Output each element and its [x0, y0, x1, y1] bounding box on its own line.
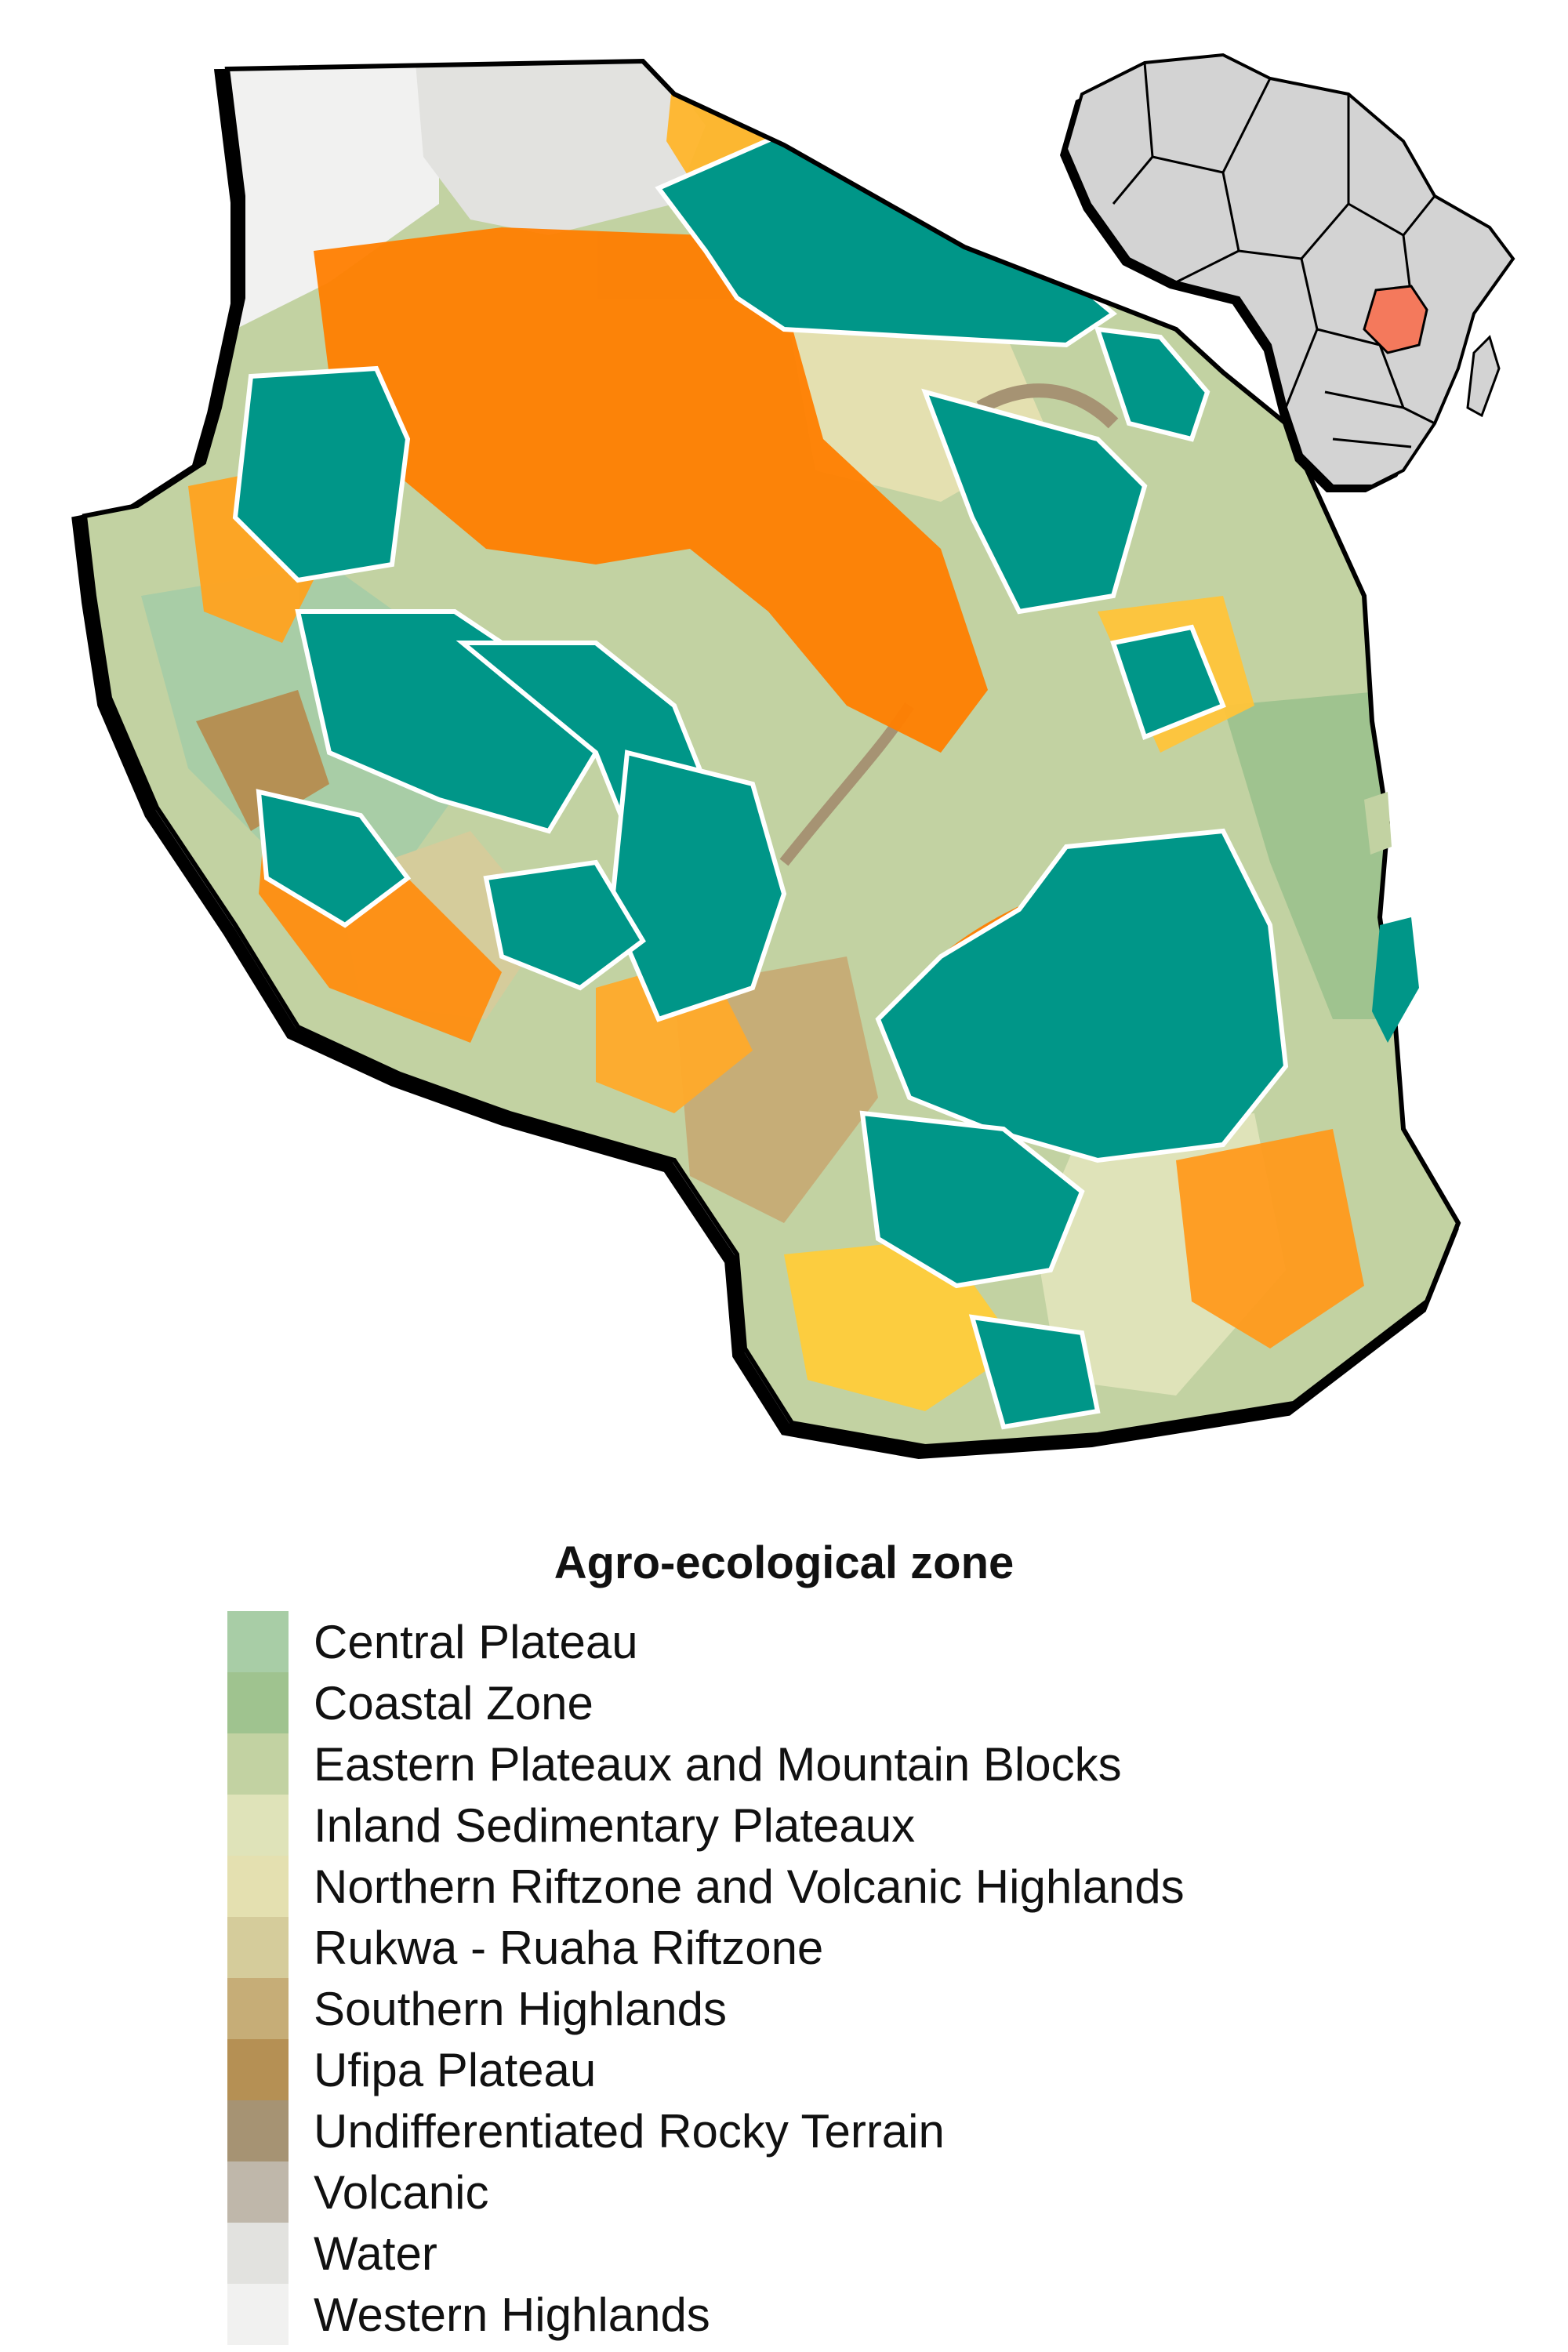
africa-inset	[1060, 53, 1515, 492]
protected-area-northwest	[232, 365, 411, 583]
zone-ufipa-plateau	[196, 690, 329, 831]
africa-inset-borders	[1112, 62, 1436, 448]
legend-item: Rukwa - Ruaha Riftzone	[227, 1917, 1185, 1978]
map-canvas	[71, 53, 1515, 1460]
island-pemba	[1364, 792, 1392, 855]
legend-swatch	[227, 2039, 289, 2100]
legend-item: Volcanic	[227, 2161, 1185, 2223]
legend-item: Coastal Zone	[227, 1672, 1185, 1733]
protected-areas	[232, 130, 1289, 1430]
legend-label: Southern Highlands	[314, 1982, 728, 2035]
legend-swatch	[227, 2284, 289, 2345]
legend-swatch	[227, 1917, 289, 1978]
legend-label: Central Plateau	[314, 1615, 638, 1668]
legend-swatch	[227, 1672, 289, 1733]
zone-rocky-terrain	[976, 383, 1119, 429]
legend-item: Eastern Plateaux and Mountain Blocks	[227, 1733, 1185, 1795]
protected-area-west-3	[256, 789, 412, 928]
legend-swatch	[227, 2161, 289, 2223]
protected-area-central-2	[483, 859, 646, 991]
legend-swatch	[227, 1978, 289, 2039]
protected-area-selous	[875, 828, 1289, 1163]
legend-item: Northern Riftzone and Volcanic Highlands	[227, 1856, 1185, 1917]
africa-inset-madagascar	[1466, 335, 1501, 418]
zone-layer	[141, 63, 1411, 1430]
legend-label: Coastal Zone	[314, 1676, 593, 1730]
legend-swatch	[227, 1795, 289, 1856]
legend-item: Undifferentiated Rocky Terrain	[227, 2100, 1185, 2161]
tanzania-map	[71, 53, 1515, 1460]
zone-western-highlands	[204, 63, 439, 329]
legend-item: Ufipa Plateau	[227, 2039, 1185, 2100]
cropland-north	[314, 227, 988, 753]
legend-label: Inland Sedimentary Plateaux	[314, 1798, 916, 1852]
legend-swatch	[227, 1611, 289, 1672]
legend-label: Northern Riftzone and Volcanic Highlands	[314, 1860, 1185, 1913]
protected-area-north-2	[921, 388, 1148, 615]
protected-area-east	[1110, 624, 1226, 740]
legend: Agro-ecological zone Central Plateau Coa…	[0, 1537, 1568, 2352]
legend-item: Inland Sedimentary Plateaux	[227, 1795, 1185, 1856]
legend-item: Southern Highlands	[227, 1978, 1185, 2039]
legend-item: Water	[227, 2223, 1185, 2284]
legend-label: Volcanic	[314, 2165, 489, 2219]
legend-items: Central Plateau Coastal Zone Eastern Pla…	[227, 1611, 1185, 2345]
island-zanzibar	[1372, 917, 1419, 1043]
legend-swatch	[227, 2100, 289, 2161]
legend-label: Undifferentiated Rocky Terrain	[314, 2104, 945, 2158]
country-outline	[82, 58, 1461, 1450]
legend-swatch	[227, 1856, 289, 1917]
legend-label: Eastern Plateaux and Mountain Blocks	[314, 1737, 1122, 1791]
legend-label: Rukwa - Ruaha Riftzone	[314, 1921, 824, 1974]
protected-area-south	[859, 1110, 1085, 1289]
zone-coastal	[1223, 690, 1411, 1019]
protected-area-south-2	[968, 1314, 1101, 1430]
zone-water	[416, 63, 706, 235]
protected-area-northeast	[1094, 326, 1210, 442]
legend-label: Ufipa Plateau	[314, 2043, 597, 2096]
cropland-southeast	[1176, 1129, 1364, 1348]
africa-inset-tanzania	[1363, 285, 1428, 354]
legend-swatch	[227, 2223, 289, 2284]
legend-label: Water	[314, 2227, 437, 2280]
legend-label: Western Highlands	[314, 2288, 710, 2341]
legend-item: Central Plateau	[227, 1611, 1185, 1672]
legend-swatch	[227, 1733, 289, 1795]
legend-item: Western Highlands	[227, 2284, 1185, 2345]
legend-title: Agro-ecological zone	[554, 1537, 1014, 1588]
